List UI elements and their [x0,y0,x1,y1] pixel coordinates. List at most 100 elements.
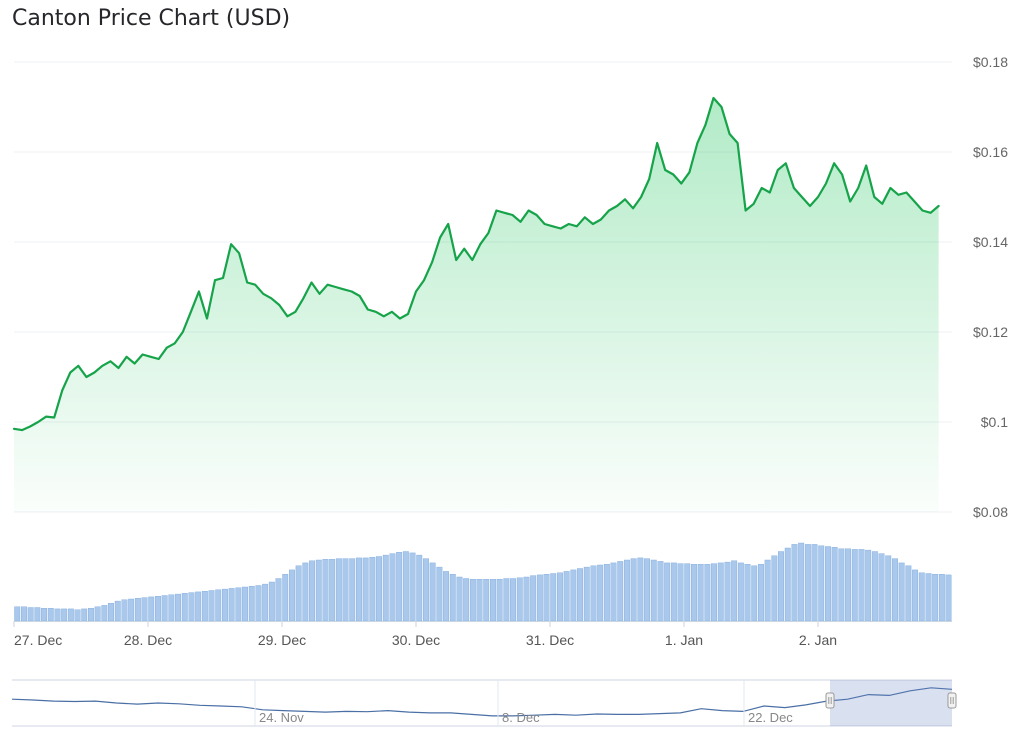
volume-bar [610,562,617,622]
volume-bar [597,564,604,622]
volume-bar [175,593,182,622]
volume-bar [61,608,68,622]
volume-bar [570,569,577,622]
volume-bar [443,571,449,622]
volume-bar [289,569,295,622]
volume-bar [838,548,845,622]
volume-bar [771,555,778,622]
x-tick-label: 29. Dec [258,632,306,648]
volume-bar [577,568,583,622]
volume-bar [483,579,490,622]
volume-bar [335,558,342,622]
volume-bar [47,608,54,622]
volume-bar [818,545,825,622]
volume-bar [463,578,470,622]
volume-bar [670,562,677,622]
volume-bar [208,590,215,622]
volume-bar [101,605,108,622]
navigator-handle-left[interactable] [825,692,835,709]
volume-bar [657,561,664,622]
navigator-selection[interactable] [830,680,952,726]
volume-bar [329,559,336,622]
x-tick-label: 31. Dec [526,632,574,648]
y-tick-label: $0.18 [973,54,1008,70]
volume-bar [737,562,744,622]
volume-bar [315,559,322,622]
x-tick-label: 30. Dec [392,632,440,648]
volume-bar [744,564,751,622]
volume-bar [804,544,811,622]
volume-bar [228,588,235,622]
volume-bar [704,564,711,622]
volume-bar [195,591,202,622]
volume-bar [731,560,738,622]
volume-bar [758,564,764,622]
volume-bar [845,548,851,622]
volume-bar [798,542,805,622]
volume-bar [677,563,684,622]
volume-bar [429,562,436,622]
volume-bar [516,577,523,622]
volume-bar [322,559,329,622]
volume-bar [724,561,731,622]
x-tick-label: 27. Dec [14,632,62,648]
volume-bar [711,563,717,622]
volume-bar [791,544,798,622]
y-tick-label: $0.14 [973,234,1008,250]
volume-bar [349,558,356,622]
y-tick-label: $0.12 [973,324,1008,340]
volume-bar [811,544,818,622]
volume-bar [523,576,530,622]
volume-bar [215,589,222,622]
volume-bar [282,574,289,622]
volume-bar [54,608,61,622]
volume-bar [912,569,918,622]
volume-bar [617,561,624,622]
volume-bar [932,574,939,622]
price-line [12,96,940,432]
volume-bar [114,600,121,622]
volume-bar [624,559,630,622]
volume-bar [134,598,141,622]
volume-bar [851,549,858,622]
volume-bar [476,579,483,622]
volume-bar [697,564,704,622]
volume-bar [717,562,724,622]
volume-bar [905,565,912,622]
volume-bar [603,564,610,622]
x-tick-label: 28. Dec [124,632,172,648]
chart-title: Canton Price Chart (USD) [12,6,291,31]
volume-bar [644,558,650,622]
volume-bar [14,606,21,622]
volume-bar [778,551,784,622]
volume-bar [154,596,161,622]
volume-bar [188,592,195,622]
volume-bar [221,588,228,622]
volume-bar [784,547,791,622]
volume-bar [436,566,443,622]
volume-bar [376,556,382,622]
navigator-handle-right[interactable] [947,692,957,709]
navigator-label: 24. Nov [259,710,304,725]
volume-bar [268,581,275,622]
volume-bar [309,560,315,622]
volume-bar [416,554,423,622]
volume-bar [925,573,932,622]
volume-bar [650,559,657,622]
y-tick-label: $0.1 [981,414,1008,430]
volume-bar [590,565,597,622]
volume-bar [148,596,155,622]
volume-bar [938,574,945,622]
volume-bar [128,598,135,622]
volume-bar [557,572,563,622]
x-tick-label: 1. Jan [665,632,703,648]
volume-bar [865,549,872,622]
volume-bar [751,565,758,622]
volume-bar [563,571,570,622]
volume-bar [449,574,456,622]
volume-bar [637,557,644,622]
volume-bar [262,583,269,622]
volume-bar [295,565,302,622]
volume-bar [536,574,543,622]
